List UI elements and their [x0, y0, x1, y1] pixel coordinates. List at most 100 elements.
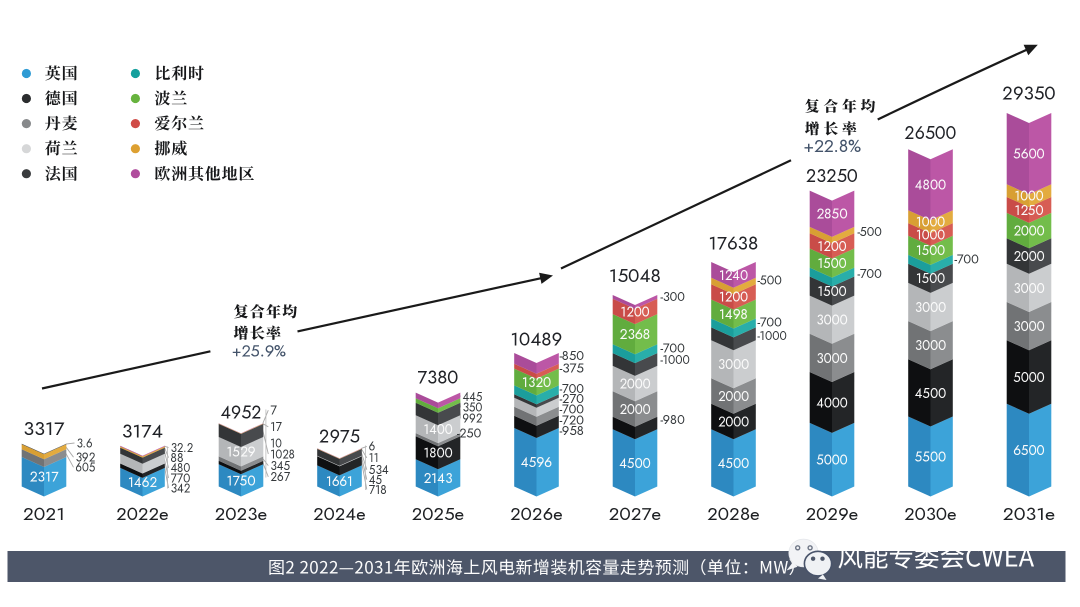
svg-text:11: 11: [369, 449, 379, 467]
svg-text:15048: 15048: [609, 263, 661, 289]
svg-text:88: 88: [171, 449, 184, 467]
svg-text:法国: 法国: [45, 161, 79, 184]
svg-text:2000: 2000: [1013, 222, 1044, 241]
svg-text:1462: 1462: [128, 473, 157, 492]
svg-text:1529: 1529: [227, 443, 256, 462]
svg-text:1500: 1500: [916, 241, 945, 260]
svg-text:2030e: 2030e: [904, 503, 957, 527]
svg-text:5500: 5500: [915, 447, 946, 466]
svg-text:6500: 6500: [1013, 441, 1044, 460]
svg-text:1800: 1800: [424, 444, 453, 463]
svg-text:345: 345: [270, 457, 290, 475]
svg-text:445: 445: [463, 388, 483, 406]
svg-text:2031e: 2031e: [1003, 503, 1056, 527]
svg-text:1000: 1000: [916, 225, 945, 244]
svg-text:1000: 1000: [916, 213, 945, 232]
svg-text:增长率: 增长率: [805, 118, 861, 139]
svg-text:23250: 23250: [806, 163, 858, 189]
svg-text:2028e: 2028e: [707, 503, 760, 527]
svg-text:2021: 2021: [23, 503, 65, 527]
svg-text:3000: 3000: [915, 336, 946, 355]
svg-text:丹麦: 丹麦: [45, 111, 79, 134]
svg-text:德国: 德国: [45, 86, 79, 109]
svg-text:1028: 1028: [270, 445, 295, 463]
svg-text:复合年均: 复合年均: [234, 301, 299, 322]
svg-text:荷兰: 荷兰: [45, 136, 79, 159]
svg-text:-1000: -1000: [757, 327, 787, 345]
svg-text:1240: 1240: [719, 266, 748, 285]
svg-text:比利时: 比利时: [154, 61, 204, 84]
svg-text:534: 534: [369, 461, 389, 479]
svg-text:复合年均: 复合年均: [805, 95, 879, 116]
svg-text:1498: 1498: [719, 305, 748, 324]
svg-text:1250: 1250: [1015, 201, 1044, 220]
svg-text:1500: 1500: [916, 269, 945, 288]
svg-text:1200: 1200: [818, 237, 847, 256]
svg-text:2026e: 2026e: [510, 503, 563, 527]
svg-text:2025e: 2025e: [412, 503, 465, 527]
svg-text:1661: 1661: [326, 472, 353, 491]
svg-text:2027e: 2027e: [609, 503, 662, 527]
svg-text:10: 10: [270, 434, 282, 452]
svg-text:1400: 1400: [424, 420, 453, 439]
svg-text:-375: -375: [559, 359, 584, 377]
svg-text:-700: -700: [559, 380, 584, 398]
svg-text:5000: 5000: [1013, 368, 1044, 387]
svg-text:392: 392: [76, 449, 96, 467]
svg-text:-850: -850: [559, 347, 584, 365]
svg-text:5000: 5000: [816, 451, 847, 470]
svg-text:-270: -270: [559, 390, 584, 408]
svg-text:4500: 4500: [619, 454, 650, 473]
svg-text:2368: 2368: [619, 325, 650, 344]
svg-text:-500: -500: [857, 223, 882, 241]
svg-text:-700: -700: [954, 251, 979, 269]
svg-text:1500: 1500: [818, 254, 847, 273]
svg-text:2000: 2000: [718, 412, 749, 431]
svg-text:1750: 1750: [227, 471, 256, 490]
svg-text:605: 605: [76, 459, 96, 477]
svg-text:3.6: 3.6: [77, 434, 93, 452]
svg-text:-980: -980: [660, 411, 685, 429]
svg-text:6: 6: [369, 438, 376, 456]
svg-text:4500: 4500: [718, 454, 749, 473]
svg-text:3000: 3000: [816, 349, 847, 368]
svg-text:爱尔兰: 爱尔兰: [153, 111, 204, 134]
svg-text:17638: 17638: [709, 231, 759, 257]
svg-text:3000: 3000: [1013, 279, 1044, 298]
svg-text:欧洲其他地区: 欧洲其他地区: [154, 161, 255, 184]
svg-text:4952: 4952: [221, 400, 262, 426]
svg-text:17: 17: [270, 418, 282, 436]
svg-text:1000: 1000: [1015, 187, 1044, 206]
svg-text:29350: 29350: [1002, 81, 1056, 107]
svg-text:英国: 英国: [45, 61, 79, 84]
svg-text:45: 45: [369, 471, 382, 489]
svg-text:480: 480: [171, 459, 191, 477]
svg-text:2000: 2000: [619, 400, 650, 419]
svg-text:4500: 4500: [915, 384, 946, 403]
svg-text:-700: -700: [660, 340, 685, 358]
svg-text:2000: 2000: [718, 387, 749, 406]
svg-text:3317: 3317: [24, 416, 65, 442]
svg-text:-958: -958: [559, 422, 584, 440]
svg-text:1200: 1200: [719, 288, 748, 307]
svg-text:32.2: 32.2: [171, 439, 194, 457]
svg-text:2022e: 2022e: [116, 503, 169, 527]
svg-text:图2 2022—2031年欧洲海上风电新增装机容量走势预测（: 图2 2022—2031年欧洲海上风电新增装机容量走势预测（单位：MW）: [268, 554, 806, 579]
svg-text:-250: -250: [457, 425, 482, 443]
svg-text:718: 718: [369, 481, 387, 499]
svg-text:992: 992: [463, 410, 483, 428]
svg-text:4000: 4000: [816, 393, 847, 412]
svg-text:267: 267: [270, 468, 290, 486]
svg-text:1200: 1200: [621, 302, 650, 321]
svg-text:风能专委会CWEA: 风能专委会CWEA: [838, 538, 1035, 575]
svg-text:3000: 3000: [1013, 317, 1044, 336]
svg-text:350: 350: [463, 399, 483, 417]
svg-text:2000: 2000: [619, 375, 650, 394]
svg-text:4596: 4596: [521, 453, 552, 472]
svg-text:2850: 2850: [816, 205, 847, 224]
svg-text:增长率: 增长率: [234, 323, 283, 344]
svg-text:+25.9%: +25.9%: [232, 341, 287, 364]
svg-text:2317: 2317: [30, 468, 59, 487]
svg-text:-1000: -1000: [660, 351, 690, 369]
svg-text:波兰: 波兰: [154, 86, 188, 109]
